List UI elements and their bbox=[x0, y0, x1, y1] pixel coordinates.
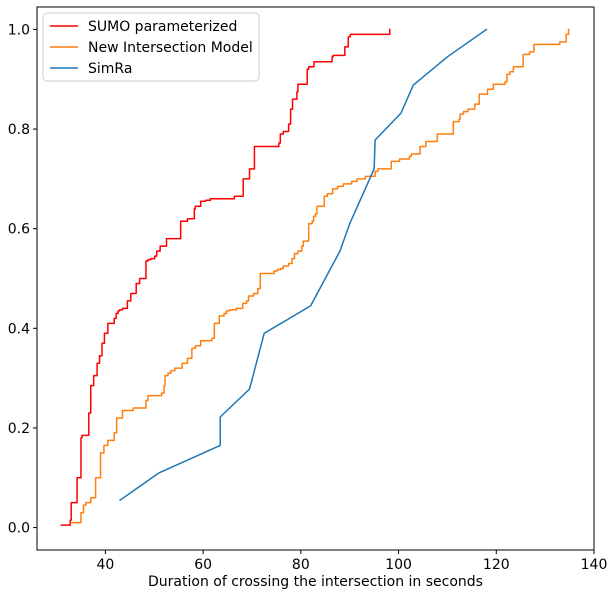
plot-area bbox=[36, 6, 595, 551]
legend-items: SUMO parameterized New Intersection Model… bbox=[50, 19, 253, 77]
y-tick-label: 0.6 bbox=[8, 222, 30, 238]
y-tick-label: 0.4 bbox=[8, 321, 30, 337]
legend-label-3: SimRa bbox=[88, 61, 132, 77]
y-tick-label: 0.0 bbox=[8, 521, 30, 537]
legend: SUMO parameterized New Intersection Model… bbox=[42, 12, 260, 82]
x-tick-label: 140 bbox=[581, 557, 608, 573]
y-tick-label: 0.2 bbox=[8, 421, 30, 437]
series-line-3 bbox=[119, 28, 488, 502]
legend-label-2: New Intersection Model bbox=[88, 40, 253, 56]
y-tick-label: 0.8 bbox=[8, 122, 30, 138]
x-tick-label: 120 bbox=[483, 557, 510, 573]
x-tick-label: 60 bbox=[194, 557, 212, 573]
x-axis-label: Duration of crossing the intersection in… bbox=[148, 574, 483, 590]
legend-box bbox=[42, 12, 260, 82]
series-lines bbox=[60, 28, 570, 526]
x-tick-label: 80 bbox=[292, 557, 310, 573]
x-tick-label: 40 bbox=[96, 557, 114, 573]
y-axis: 0.0 0.2 0.4 0.6 0.8 1.0 bbox=[8, 22, 37, 537]
x-tick-label: 100 bbox=[385, 557, 412, 573]
legend-label-1: SUMO parameterized bbox=[88, 19, 237, 35]
axes-frame bbox=[36, 6, 595, 551]
x-axis: 40 60 80 100 120 140 bbox=[96, 550, 607, 573]
series-line-1 bbox=[60, 28, 391, 526]
series-line-2 bbox=[70, 28, 570, 524]
y-tick-label: 1.0 bbox=[8, 22, 30, 38]
